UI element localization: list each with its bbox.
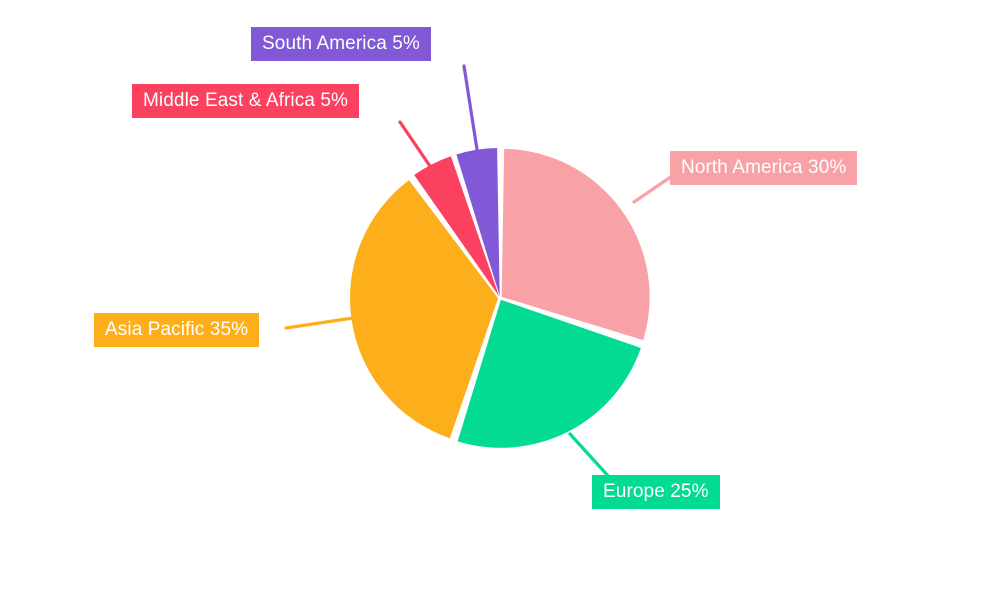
- leader-line-asia-pacific: [284, 316, 355, 330]
- pie-label-europe[interactable]: Europe 25%: [592, 475, 720, 509]
- pie-slice-middle-east-africa[interactable]: [414, 156, 500, 297]
- leader-line-middle-east-africa: [398, 120, 436, 174]
- pie-label-middle-east-africa[interactable]: Middle East & Africa 5%: [132, 84, 360, 118]
- pie-label-south-america[interactable]: South America 5%: [251, 27, 431, 61]
- pie-slice-europe[interactable]: [457, 299, 641, 448]
- pie-slice-south-america[interactable]: [456, 148, 500, 297]
- pie-slices: [350, 148, 650, 448]
- leader-line-south-america: [462, 64, 480, 158]
- leader-line-europe: [568, 432, 612, 480]
- pie-label-north-america[interactable]: North America 30%: [670, 151, 858, 185]
- pie-slice-north-america[interactable]: [501, 148, 650, 341]
- pie-label-asia-pacific[interactable]: Asia Pacific 35%: [94, 313, 260, 347]
- pie-slice-asia-pacific[interactable]: [350, 180, 499, 439]
